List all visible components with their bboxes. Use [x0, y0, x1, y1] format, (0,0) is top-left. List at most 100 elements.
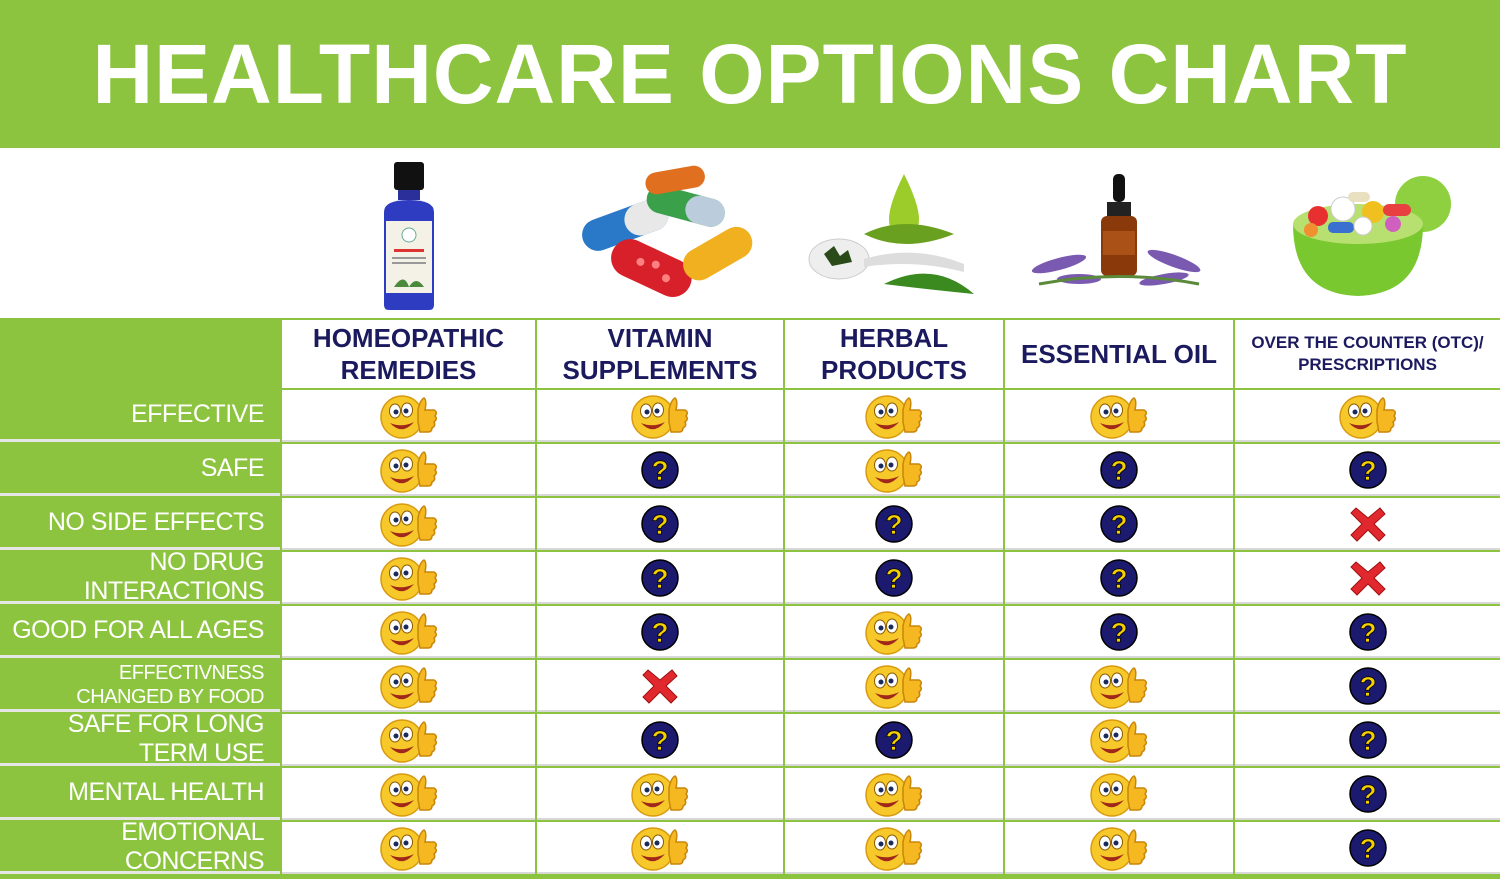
- smiley-thumbs-up-icon: [378, 554, 440, 602]
- row-label: SAFE FOR LONG TERM USE: [0, 710, 280, 767]
- svg-text:?: ?: [1359, 725, 1376, 756]
- table-cell: ?: [537, 444, 783, 496]
- row-label: EFFECTIVNESS CHANGED BY FOOD: [0, 660, 280, 712]
- svg-text:?: ?: [651, 509, 668, 540]
- smiley-thumbs-up-icon: [378, 824, 440, 872]
- svg-text:?: ?: [885, 563, 902, 594]
- column-header-line: PRODUCTS: [821, 355, 967, 385]
- column-header-line: HERBAL: [839, 323, 949, 353]
- row-label-line: GOOD FOR ALL AGES: [12, 616, 264, 644]
- row-label: EMOTIONAL CONCERNS: [0, 818, 280, 875]
- smiley-thumbs-up-icon: [1088, 716, 1150, 764]
- table-cell: ?: [1005, 552, 1233, 604]
- row-label-line: NO DRUG INTERACTIONS: [83, 547, 265, 605]
- svg-text:?: ?: [1110, 455, 1127, 486]
- row-label-line: EFFECTIVNESS: [118, 661, 265, 684]
- svg-text:?: ?: [1359, 833, 1376, 864]
- table-cell: [785, 768, 1003, 820]
- row-label-line: SAFE FOR LONG TERM USE: [67, 709, 265, 767]
- question-mark-icon: ?: [640, 450, 680, 490]
- smiley-thumbs-up-icon: [629, 392, 691, 440]
- product-images: [0, 150, 1500, 318]
- table-cell: [537, 390, 783, 442]
- row-label-line: SAFE: [200, 454, 265, 482]
- table-cell: [1005, 390, 1233, 442]
- table-cell: ?: [785, 552, 1003, 604]
- smiley-thumbs-up-icon: [863, 392, 925, 440]
- table-cell: ?: [1235, 660, 1500, 712]
- table-cell: ?: [1235, 768, 1500, 820]
- question-mark-icon: ?: [1348, 828, 1388, 868]
- row-label-line: EMOTIONAL CONCERNS: [121, 817, 264, 875]
- row-label-line: NO SIDE EFFECTS: [47, 508, 265, 536]
- red-x-icon: [1348, 558, 1388, 598]
- smiley-thumbs-up-icon: [1088, 662, 1150, 710]
- row-label-line: EFFECTIVE: [130, 400, 265, 428]
- table-cell: [785, 606, 1003, 658]
- column-header: HERBAL PRODUCTS: [785, 320, 1003, 388]
- column-header-line: HOMEOPATHIC: [312, 323, 505, 353]
- smiley-thumbs-up-icon: [863, 608, 925, 656]
- column-header: OVER THE COUNTER (OTC)/ PRESCRIPTIONS: [1235, 320, 1500, 388]
- smiley-thumbs-up-icon: [378, 716, 440, 764]
- question-mark-icon: ?: [640, 720, 680, 760]
- table-cell: ?: [1235, 822, 1500, 874]
- table-cell: [282, 498, 535, 550]
- row-label: EFFECTIVE: [0, 390, 280, 442]
- svg-text:?: ?: [1110, 563, 1127, 594]
- table-cell: ?: [1235, 606, 1500, 658]
- vitamin-capsules-image: [537, 150, 783, 318]
- question-mark-icon: ?: [1348, 720, 1388, 760]
- table-cell: [282, 822, 535, 874]
- question-mark-icon: ?: [1348, 612, 1388, 652]
- question-mark-icon: ?: [874, 720, 914, 760]
- row-label: GOOD FOR ALL AGES: [0, 606, 280, 658]
- column-header-line: OVER THE COUNTER (OTC)/: [1251, 333, 1484, 352]
- row-label: NO DRUG INTERACTIONS: [0, 548, 280, 605]
- row-label: NO SIDE EFFECTS: [0, 498, 280, 550]
- svg-text:?: ?: [885, 725, 902, 756]
- question-mark-icon: ?: [874, 504, 914, 544]
- table-cell: [785, 660, 1003, 712]
- svg-text:?: ?: [651, 725, 668, 756]
- table-cell: [1235, 552, 1500, 604]
- smiley-thumbs-up-icon: [629, 770, 691, 818]
- smiley-thumbs-up-icon: [1088, 392, 1150, 440]
- table-cell: [537, 822, 783, 874]
- smiley-thumbs-up-icon: [378, 392, 440, 440]
- table-cell: ?: [1235, 714, 1500, 766]
- table-cell: [282, 390, 535, 442]
- table-cell: [282, 444, 535, 496]
- table-cell: [1005, 768, 1233, 820]
- herbal-leaves-drop-image: [785, 150, 1003, 318]
- question-mark-icon: ?: [1348, 666, 1388, 706]
- table-cell: ?: [1005, 606, 1233, 658]
- svg-text:?: ?: [1359, 779, 1376, 810]
- smiley-thumbs-up-icon: [863, 662, 925, 710]
- smiley-thumbs-up-icon: [1337, 392, 1399, 440]
- homeopathic-bottle-image: [282, 150, 535, 318]
- question-mark-icon: ?: [640, 612, 680, 652]
- column-header-line: REMEDIES: [340, 355, 477, 385]
- red-x-icon: [640, 666, 680, 706]
- svg-text:?: ?: [1110, 617, 1127, 648]
- svg-text:?: ?: [885, 509, 902, 540]
- smiley-thumbs-up-icon: [378, 446, 440, 494]
- table-cell: [537, 768, 783, 820]
- table-cell: ?: [537, 606, 783, 658]
- question-mark-icon: ?: [640, 558, 680, 598]
- column-header-line: SUPPLEMENTS: [562, 355, 758, 385]
- question-mark-icon: ?: [1099, 558, 1139, 598]
- smiley-thumbs-up-icon: [863, 824, 925, 872]
- row-label: SAFE: [0, 444, 280, 496]
- table-cell: ?: [1235, 444, 1500, 496]
- svg-text:?: ?: [651, 617, 668, 648]
- column-header: HOMEOPATHIC REMEDIES: [282, 320, 535, 388]
- table-cell: [282, 606, 535, 658]
- row-label-line: MENTAL HEALTH: [68, 778, 264, 806]
- table-cell: [1005, 660, 1233, 712]
- table-cell: [282, 552, 535, 604]
- table-cell: ?: [537, 498, 783, 550]
- smiley-thumbs-up-icon: [378, 500, 440, 548]
- svg-text:?: ?: [651, 455, 668, 486]
